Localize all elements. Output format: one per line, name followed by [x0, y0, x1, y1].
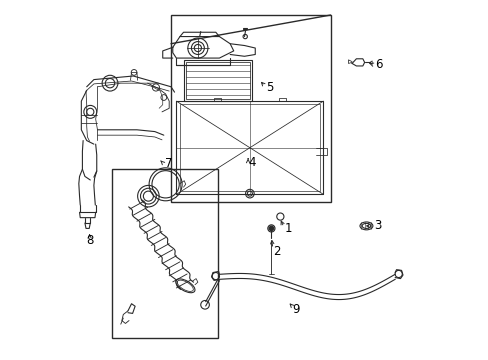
Bar	[183, 60, 251, 101]
Text: 5: 5	[265, 81, 273, 94]
Text: 7: 7	[164, 157, 172, 170]
Text: 1: 1	[284, 222, 291, 235]
Text: 2: 2	[273, 245, 280, 258]
Text: 4: 4	[248, 156, 256, 169]
Circle shape	[267, 225, 274, 232]
Text: 9: 9	[292, 303, 300, 316]
Text: 6: 6	[375, 58, 382, 71]
Bar	[180, 104, 319, 192]
Bar	[112, 169, 217, 338]
Text: 8: 8	[86, 234, 93, 247]
Bar	[185, 62, 249, 99]
Text: 3: 3	[373, 219, 381, 233]
Circle shape	[269, 226, 273, 230]
